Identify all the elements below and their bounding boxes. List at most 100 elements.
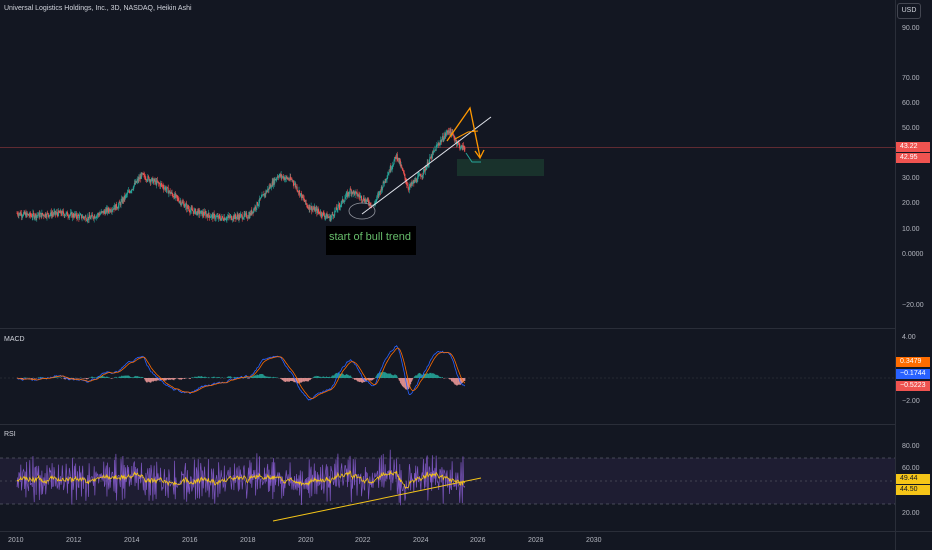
candle-body — [30, 215, 32, 217]
price-tick: 0.0000 — [902, 251, 924, 258]
macd-histogram-bar — [98, 376, 100, 378]
candle-body — [342, 199, 344, 203]
macd-histogram-bar — [417, 373, 419, 378]
candle-body — [329, 216, 331, 221]
macd-histogram-bar — [438, 376, 440, 378]
macd-badge-signal: −0.5223 — [896, 381, 930, 391]
candle-body — [38, 212, 40, 216]
candle-body — [200, 211, 202, 214]
trendline — [361, 116, 492, 215]
macd-histogram-bar — [315, 375, 317, 378]
macd-histogram-bar — [200, 376, 202, 378]
candle-body — [301, 194, 303, 199]
candle-body — [220, 218, 222, 221]
candle-body — [460, 146, 462, 149]
macd-histogram-bar — [148, 378, 150, 383]
candle-body — [245, 213, 247, 215]
annotation-box[interactable]: start of bull trend — [326, 226, 416, 255]
macd-histogram-bar — [320, 377, 322, 378]
candle-body — [311, 208, 313, 211]
candle-body — [194, 209, 196, 211]
candle-body — [320, 212, 322, 216]
candle-body — [168, 191, 170, 194]
macd-histogram-bar — [269, 376, 271, 378]
time-tick: 2018 — [240, 537, 256, 544]
macd-histogram-bar — [149, 378, 151, 383]
macd-histogram-bar — [263, 375, 265, 378]
candle-body — [412, 182, 414, 185]
macd-histogram-bar — [325, 376, 327, 378]
candle-body — [119, 203, 121, 206]
candle-body — [260, 197, 262, 200]
candle-body — [70, 212, 72, 215]
macd-histogram-bar — [218, 377, 220, 378]
candle-body — [361, 196, 363, 201]
candle-body — [302, 197, 304, 199]
candle-body — [288, 178, 290, 180]
macd-histogram-bar — [160, 378, 162, 381]
macd-histogram-bar — [252, 376, 254, 378]
candle-body — [160, 183, 162, 187]
candle-body — [391, 166, 393, 169]
price-tick: 10.00 — [902, 226, 920, 233]
candle-body — [148, 177, 150, 182]
macd-histogram-bar — [316, 376, 318, 378]
macd-histogram-bar — [129, 376, 131, 378]
candle-body — [344, 198, 346, 202]
candle-body — [395, 157, 397, 159]
candle-body — [45, 213, 47, 217]
candle-body — [313, 207, 315, 210]
candle-body — [154, 180, 156, 182]
candle-body — [186, 205, 188, 210]
candle-body — [394, 156, 396, 161]
candle-body — [370, 205, 372, 207]
macd-histogram-bar — [299, 378, 301, 384]
macd-histogram-bar — [287, 378, 289, 382]
macd-histogram-bar — [407, 378, 409, 390]
candle-body — [145, 179, 147, 180]
macd-histogram-bar — [228, 376, 230, 378]
candle-body — [337, 205, 339, 210]
candle-body — [269, 186, 271, 188]
macd-histogram-bar — [31, 378, 33, 379]
macd-histogram-bar — [183, 378, 185, 379]
candle-body — [258, 198, 260, 204]
macd-histogram-bar — [368, 378, 370, 381]
macd-histogram-bar — [454, 378, 456, 385]
macd-histogram-bar — [293, 378, 295, 383]
candle-body — [353, 190, 355, 192]
macd-signal-line — [16, 347, 466, 399]
macd-histogram-bar — [400, 378, 402, 384]
candle-body — [332, 213, 334, 215]
candle-body — [89, 215, 91, 218]
candle-body — [113, 208, 115, 210]
candle-body — [187, 205, 189, 209]
candle-body — [77, 214, 79, 219]
macd-histogram-bar — [255, 375, 257, 378]
macd-histogram-bar — [409, 378, 411, 386]
candle-body — [121, 198, 123, 201]
macd-histogram-bar — [424, 373, 426, 378]
macd-histogram-bar — [230, 376, 232, 378]
candle-body — [398, 157, 400, 163]
candle-body — [385, 179, 387, 181]
currency-button[interactable]: USD — [897, 3, 921, 19]
candle-body — [221, 216, 223, 219]
macd-histogram-bar — [147, 378, 149, 382]
macd-histogram-bar — [229, 376, 231, 378]
macd-histogram-bar — [415, 375, 417, 378]
macd-histogram-bar — [432, 373, 434, 378]
candle-body — [209, 217, 211, 218]
macd-histogram-bar — [254, 375, 256, 378]
candle-body — [79, 215, 81, 219]
candle-body — [45, 216, 47, 218]
macd-histogram-bar — [123, 375, 125, 378]
candle-body — [436, 145, 438, 147]
candle-body — [190, 210, 192, 213]
macd-histogram-bar — [90, 377, 92, 378]
macd-histogram-bar — [153, 378, 155, 381]
candle-body — [94, 217, 96, 219]
candle-body — [386, 177, 388, 179]
candle-body — [46, 213, 48, 218]
